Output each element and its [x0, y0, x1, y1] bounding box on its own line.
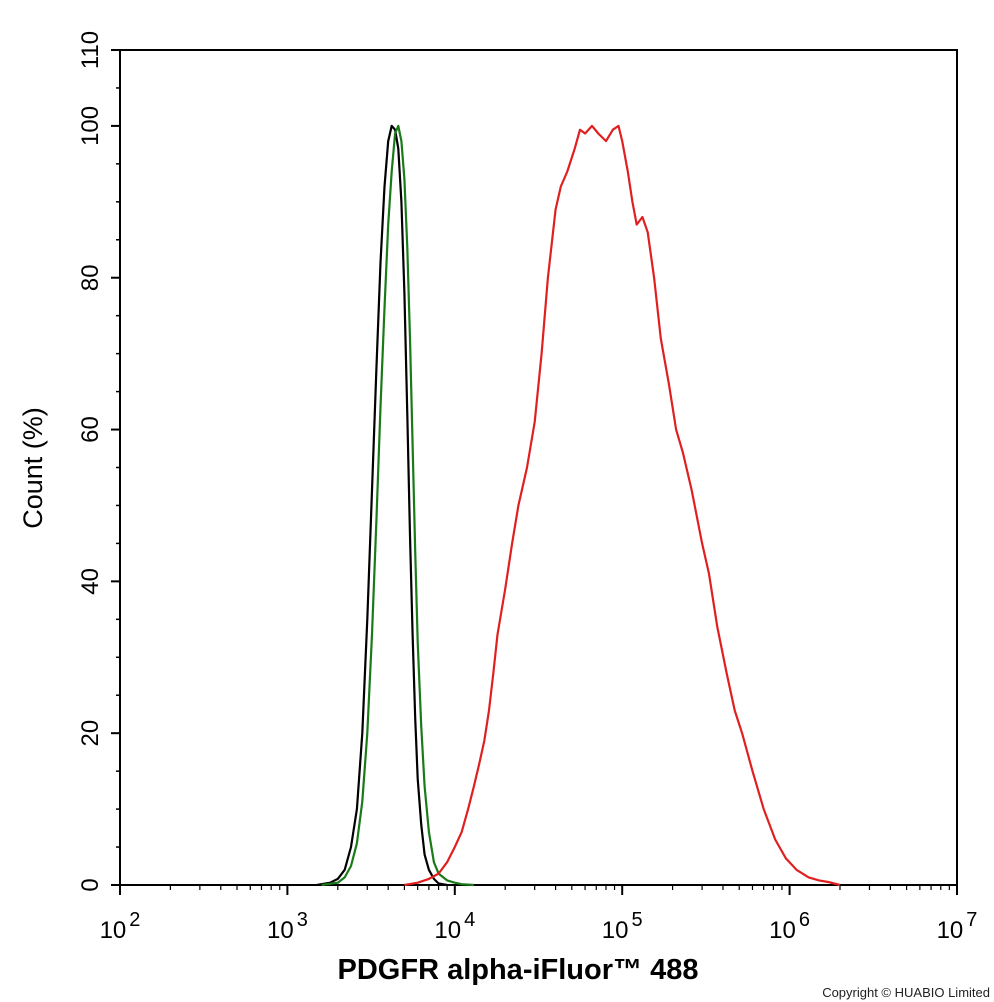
y-tick-label: 80	[77, 264, 104, 291]
x-tick-label: 10 2	[100, 909, 141, 944]
y-axis-title: Count (%)	[18, 407, 48, 529]
x-tick-label: 10 4	[434, 909, 475, 944]
histogram-line-2	[321, 124, 474, 887]
x-tick-label: 10 3	[267, 909, 308, 944]
histogram-line-1	[316, 124, 448, 887]
y-tick-label: 20	[77, 720, 104, 747]
x-tick-label: 10 6	[769, 909, 810, 944]
y-tick-label: 0	[77, 878, 104, 891]
x-tick-label: 10 7	[937, 909, 978, 944]
y-axis-ticks: 0 20 40 60 80 100 110	[77, 31, 120, 892]
copyright-notice: Copyright © HUABIO Limited	[822, 985, 990, 1000]
histogram-line-3	[404, 124, 841, 887]
x-axis-ticks: 10 2 10 3 10 4 10 5 10 6 10 7	[100, 885, 978, 944]
y-tick-label: 100	[77, 106, 104, 146]
y-tick-label: 40	[77, 568, 104, 595]
y-tick-label: 60	[77, 416, 104, 443]
y-tick-label: 110	[77, 31, 104, 69]
series-layer	[316, 124, 841, 887]
x-tick-label: 10 5	[602, 909, 643, 944]
x-axis-title: PDGFR alpha-iFluor™ 488	[338, 954, 699, 986]
plot-frame	[119, 49, 958, 886]
